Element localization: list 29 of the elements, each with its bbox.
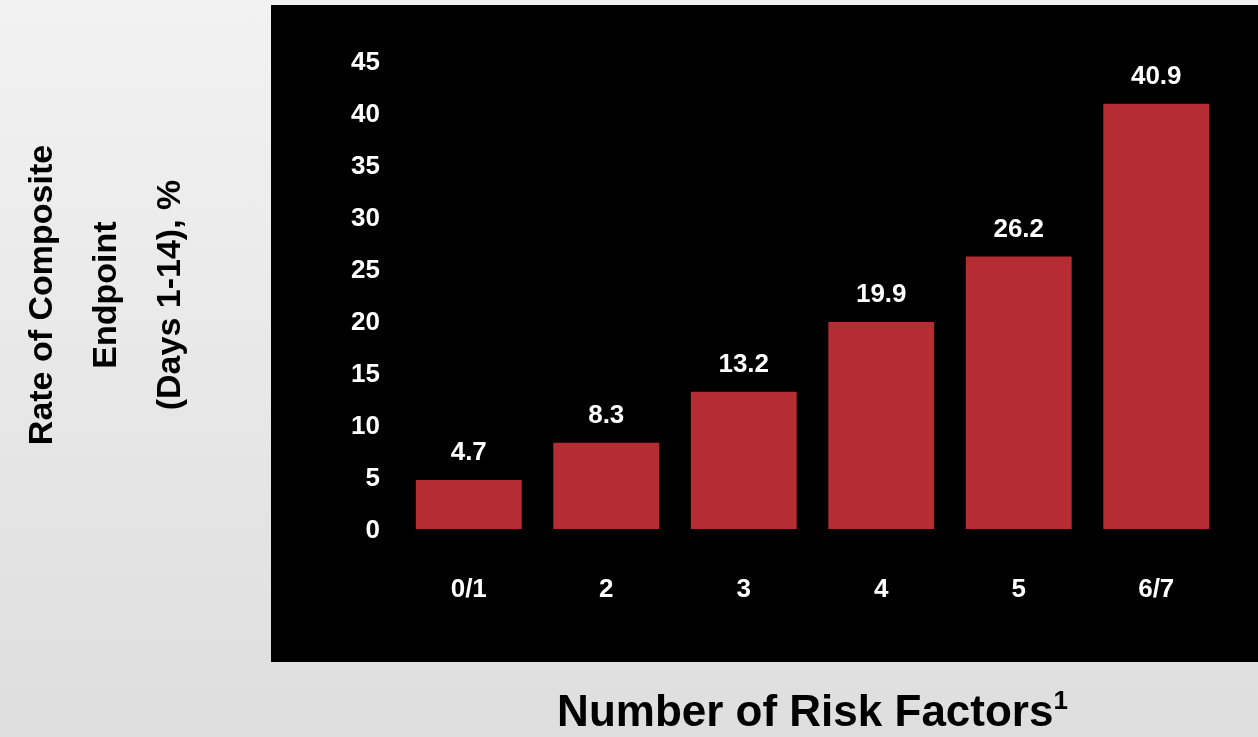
x-tick-label: 5 [1011,573,1026,603]
x-tick-label: 6/7 [1138,573,1175,603]
bar [415,480,522,529]
data-label: 4.7 [450,436,487,467]
y-tick-label: 45 [351,46,380,76]
bar [553,442,660,529]
x-tick-label: 4 [874,573,890,603]
y-tick-label: 5 [365,462,380,492]
data-label: 8.3 [588,398,625,429]
y-tick-label: 35 [351,150,380,180]
y-tick-label: 15 [351,358,380,388]
bar [965,256,1072,529]
bar [828,322,935,529]
data-label: 40.9 [1130,59,1182,90]
y-tick-label: 25 [351,254,380,284]
data-label: 13.2 [718,347,770,378]
y-axis-title: Rate of Composite Endpoint (Days 1-14), % [21,144,187,446]
y-tick-label: 30 [351,202,380,232]
data-label: 19.9 [855,278,907,309]
y-tick-label: 10 [351,410,380,440]
x-tick-label: 0/1 [450,573,487,603]
x-tick-label: 3 [736,573,751,603]
y-tick-label: 0 [365,514,380,544]
data-label: 26.2 [993,212,1045,243]
bar [1103,103,1210,529]
x-tick-label: 2 [599,573,614,603]
y-tick-label: 40 [351,98,380,128]
y-tick-label: 20 [351,306,380,336]
bar [690,391,797,529]
